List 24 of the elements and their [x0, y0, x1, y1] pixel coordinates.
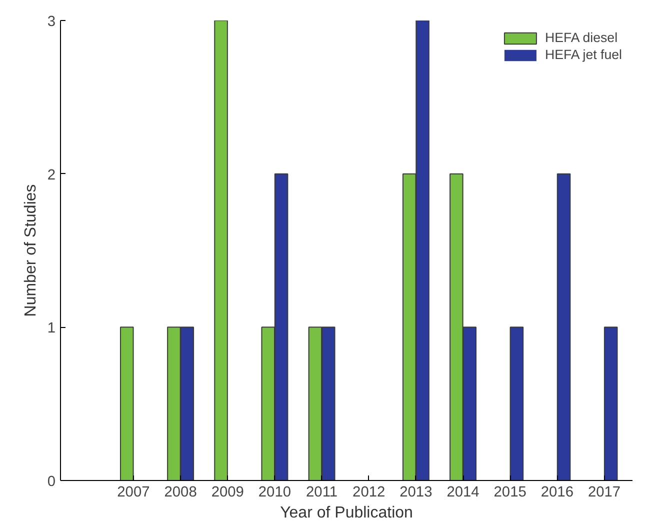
y-axis-title: Number of Studies [22, 184, 40, 317]
bar [120, 326, 134, 480]
x-tick-label: 2011 [306, 484, 338, 500]
bar [510, 326, 524, 480]
x-tick-label: 2008 [164, 484, 197, 500]
y-tick-label: 0 [47, 474, 56, 490]
x-tick-label: 2010 [258, 484, 292, 500]
x-tick-label: 2016 [540, 484, 574, 500]
y-tick-label: 2 [47, 167, 56, 184]
y-tick-label: 3 [47, 14, 56, 30]
x-tick-label: 2012 [352, 484, 386, 500]
y-tick-label: 1 [47, 320, 56, 337]
legend-label: HEFA jet fuel [544, 47, 622, 62]
x-tick-label: 2014 [446, 484, 480, 500]
x-tick-label: 2015 [494, 484, 526, 500]
bar [604, 326, 618, 480]
x-tick-label: 2013 [400, 484, 432, 500]
legend-label: HEFA diesel [544, 30, 618, 45]
x-tick-label: 2007 [117, 484, 150, 500]
bar [214, 20, 228, 480]
x-tick-label: 2009 [211, 484, 244, 500]
x-axis-title: Year of Publication [280, 504, 413, 522]
x-tick-label: 2017 [588, 484, 621, 500]
bar [556, 173, 571, 480]
